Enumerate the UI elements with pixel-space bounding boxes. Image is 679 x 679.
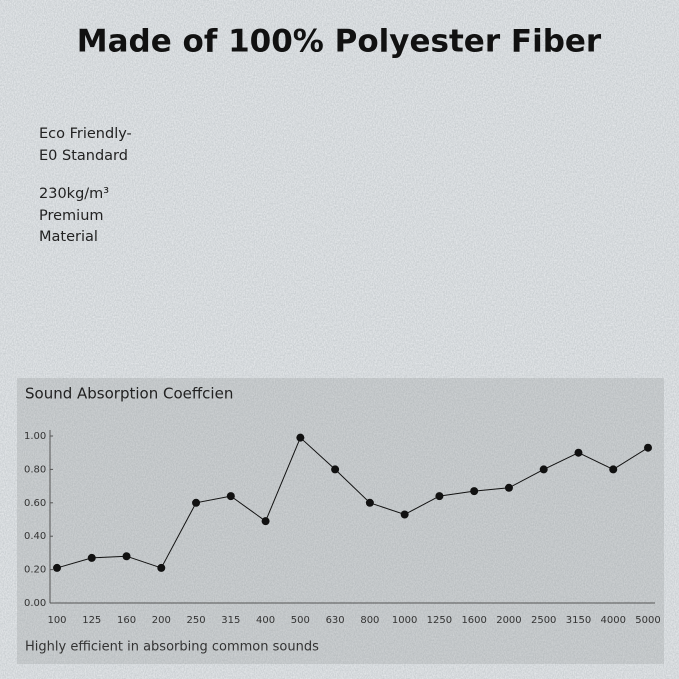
point (261, 517, 270, 526)
point (87, 553, 96, 562)
x-tick-label: 125 (82, 615, 101, 626)
x-tick-label: 630 (326, 615, 345, 626)
x-tick-label: 4000 (601, 615, 626, 626)
point (609, 465, 618, 474)
x-tick-label: 500 (291, 615, 310, 626)
x-tick-label: 2000 (496, 615, 521, 626)
chart-title: Sound Absorption Coeffcien (25, 385, 233, 403)
x-tick-label: 1600 (461, 615, 486, 626)
x-tick-label: 2500 (531, 615, 556, 626)
point (53, 563, 61, 572)
point (122, 552, 131, 561)
point (296, 433, 305, 442)
feature-line: Eco Friendly- (39, 126, 132, 142)
line (56, 436, 649, 569)
y-tick-label: 0.60 (24, 498, 46, 509)
y-tick-label: 0.20 (24, 565, 46, 576)
point (539, 465, 548, 474)
x-tick-label: 3150 (566, 615, 591, 626)
x-tick-label: 1250 (427, 615, 452, 626)
x-tick-label: 100 (47, 615, 66, 626)
x-tick-label: 200 (152, 615, 171, 626)
feature-line: Material (39, 229, 98, 245)
x-tick-label: 400 (256, 615, 275, 626)
y-tick-label: 1.00 (24, 431, 46, 442)
feature-line: Premium (39, 208, 104, 224)
point (365, 498, 374, 507)
point (470, 487, 479, 496)
page-title: Made of 100% Polyester Fiber (77, 24, 602, 60)
point (226, 492, 235, 501)
x-tick-label: 160 (117, 615, 136, 626)
feature-line: E0 Standard (39, 148, 128, 164)
point (504, 483, 513, 492)
y-tick-label: 0.00 (24, 598, 46, 609)
x-tick-label: 250 (187, 615, 206, 626)
y-tick-label: 0.80 (24, 464, 46, 475)
y-tick-label: 0.40 (24, 531, 46, 542)
chart-panel (17, 378, 664, 664)
point (574, 448, 583, 457)
chart-caption: Highly efficient in absorbing common sou… (25, 640, 319, 655)
feature-line: 230kg/m³ (39, 186, 109, 202)
x-tick-label: 1000 (392, 615, 417, 626)
x-tick-label: 5000 (635, 615, 660, 626)
point (157, 563, 166, 572)
point (435, 492, 444, 501)
point (644, 443, 652, 452)
x-tick-label: 315 (221, 615, 240, 626)
x-tick-label: 800 (360, 615, 379, 626)
point (331, 465, 340, 474)
point (192, 498, 201, 507)
point (400, 510, 409, 519)
